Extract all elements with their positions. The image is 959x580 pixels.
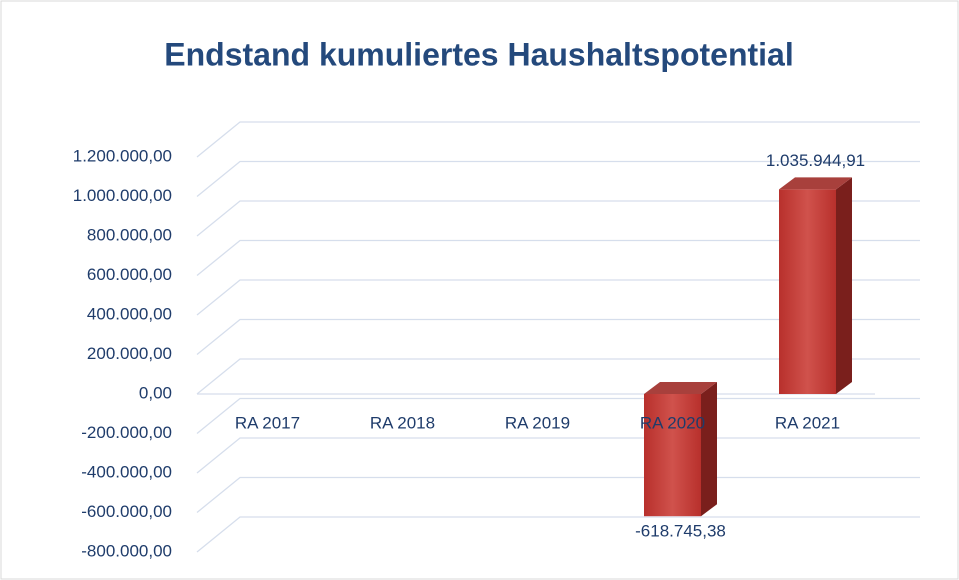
y-tick-label: 0,00 [139, 383, 172, 402]
grid-line [196, 279, 920, 316]
grid-line [196, 160, 920, 198]
y-tick-label: -400.000,00 [81, 462, 172, 481]
y-tick-label: 800.000,00 [87, 225, 172, 244]
y-tick-label: 200.000,00 [87, 344, 172, 363]
bar [779, 189, 836, 394]
y-tick-label: 600.000,00 [87, 265, 172, 284]
y-tick-label: 1.200.000,00 [73, 146, 172, 165]
y-tick-label: 400.000,00 [87, 304, 172, 323]
chart-title: Endstand kumuliertes Haushaltspotential [164, 36, 793, 72]
y-tick-label: -800.000,00 [81, 541, 172, 560]
x-tick-label: RA 2018 [370, 413, 435, 432]
data-label: -618.745,38 [635, 522, 726, 541]
y-tick-label: -200.000,00 [81, 423, 172, 442]
data-label: 1.035.944,91 [766, 151, 865, 170]
bar-top [779, 177, 852, 190]
y-tick-label: 1.000.000,00 [73, 186, 172, 205]
x-tick-label: RA 2019 [505, 413, 570, 432]
grid-line [196, 121, 920, 158]
bar-side [836, 177, 852, 394]
x-tick-label: RA 2020 [640, 413, 705, 432]
x-tick-label: RA 2021 [775, 413, 840, 432]
x-tick-label: RA 2017 [235, 413, 300, 432]
bar-top [644, 382, 717, 394]
grid-line [196, 516, 920, 553]
bar-side [701, 382, 717, 517]
grid-line [196, 358, 920, 395]
y-tick-label: -600.000,00 [81, 502, 172, 521]
grid-line [196, 200, 920, 237]
bar [644, 394, 701, 517]
grid-line [196, 318, 920, 356]
grid-line [196, 239, 920, 277]
